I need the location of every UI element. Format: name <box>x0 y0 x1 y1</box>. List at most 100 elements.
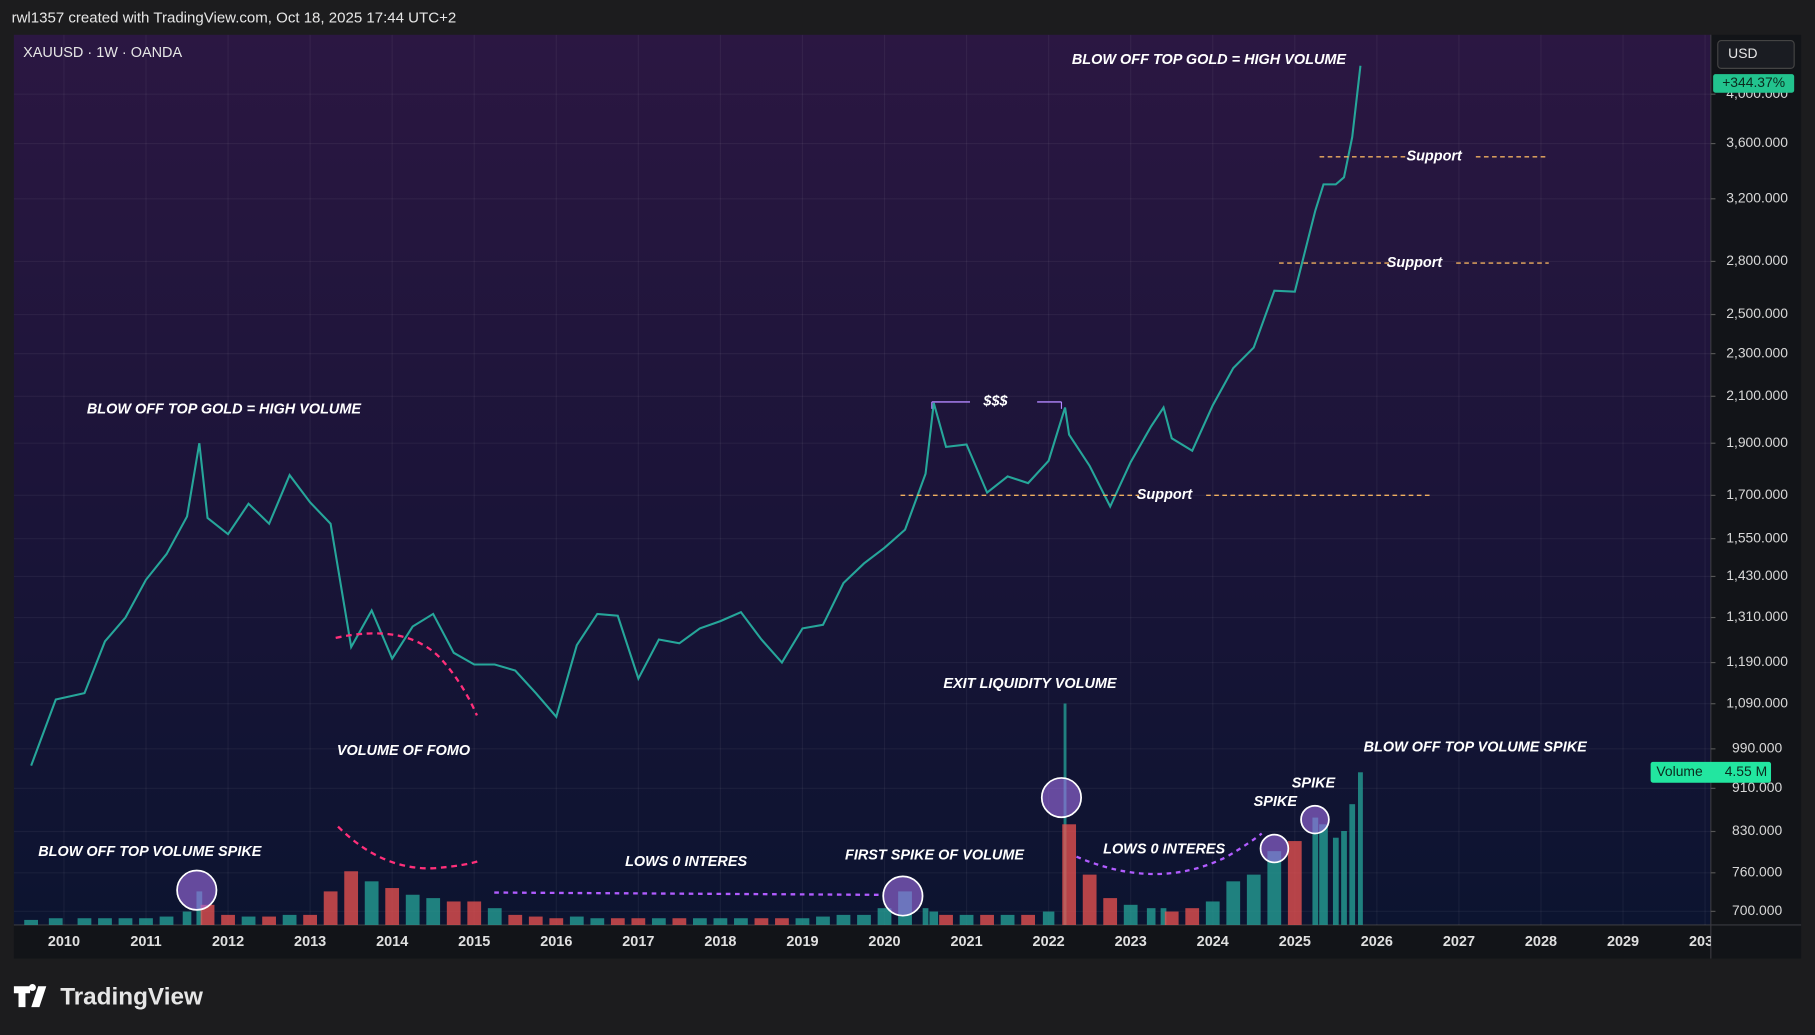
volume-bar <box>77 918 92 925</box>
volume-bar <box>775 918 789 925</box>
volume-bar <box>467 901 482 925</box>
annotation: VOLUME OF FOMO <box>337 743 470 759</box>
y-tick-label: 700.000 <box>1732 902 1782 918</box>
volume-bar <box>1185 908 1200 925</box>
level-label: $$$ <box>982 394 1008 410</box>
volume-bar <box>1082 874 1097 925</box>
x-tick-label: 2024 <box>1197 934 1229 950</box>
volume-bar <box>1021 914 1035 925</box>
plot-area <box>13 34 1711 925</box>
volume-bar <box>816 916 830 925</box>
volume-bar <box>405 894 420 925</box>
change-label: +344.37% <box>1722 74 1785 90</box>
x-tick-label: 2025 <box>1279 934 1311 950</box>
curve <box>337 825 479 870</box>
currency-label[interactable]: USD <box>1728 45 1757 61</box>
volume-bar <box>692 918 707 925</box>
volume-bar <box>1341 831 1347 925</box>
volume-bar <box>364 881 379 925</box>
y-tick-label: 760.000 <box>1732 863 1782 879</box>
volume-bar <box>549 918 564 925</box>
volume-bar <box>672 918 687 925</box>
highlight-circle <box>1040 777 1082 819</box>
x-tick-label: 2012 <box>212 934 244 950</box>
volume-last-label: 4.55 M <box>1725 763 1767 779</box>
y-tick-label: 990.000 <box>1732 740 1782 756</box>
curve <box>335 632 478 716</box>
volume-bar <box>1146 908 1156 925</box>
volume-bar <box>569 916 584 925</box>
x-tick-label: 2026 <box>1361 934 1393 950</box>
annotation: BLOW OFF TOP GOLD = HIGH VOLUME <box>87 402 362 418</box>
volume-bar <box>508 914 523 925</box>
curve <box>1076 832 1263 876</box>
highlight-circle <box>882 875 924 917</box>
volume-bar <box>929 911 939 925</box>
volume-bar <box>631 918 646 925</box>
y-tick-label: 1,550.000 <box>1726 529 1788 545</box>
y-tick-label: 2,500.000 <box>1726 305 1788 321</box>
level-label: Support <box>1387 255 1444 271</box>
time-axis <box>13 924 1711 959</box>
volume-bar <box>446 901 461 925</box>
x-ticks: 2010 2011 2012 2013 2014 2015 2016 2017 2018 2019… <box>48 934 1711 950</box>
volume-bar <box>922 908 929 925</box>
x-tick-label: 2011 <box>130 934 161 950</box>
volume-bar <box>303 914 318 925</box>
annotation: LOWS 0 INTERES <box>625 854 747 870</box>
x-tick-label: 2023 <box>1115 934 1147 950</box>
annotation: EXIT LIQUIDITY VOLUME <box>943 676 1117 692</box>
volume-bar <box>1267 851 1282 925</box>
y-tick-label: 1,090.000 <box>1726 694 1788 710</box>
x-tick-label: 2018 <box>704 934 736 950</box>
volume-bar <box>1000 914 1015 925</box>
y-tick-label: 1,430.000 <box>1726 567 1788 583</box>
volume-bar <box>241 916 256 925</box>
volume-bar <box>1205 901 1220 925</box>
highlight-circle <box>1300 804 1330 835</box>
volume-bar <box>980 914 994 925</box>
brand-logo <box>13 983 47 1008</box>
credit: rwl1357 created with TradingView.com, Oc… <box>12 10 457 27</box>
volume-bar <box>344 871 359 925</box>
y-tick-label: 1,700.000 <box>1726 486 1788 502</box>
annotation: LOWS 0 INTERES <box>1103 842 1225 858</box>
x-tick-label: 2013 <box>294 934 326 950</box>
volume-bar <box>1332 837 1339 925</box>
annotation: BLOW OFF TOP VOLUME SPIKE <box>1364 740 1588 756</box>
x-tick-label: 2016 <box>540 934 572 950</box>
volume-bar <box>959 914 974 925</box>
y-tick-label: 830.000 <box>1732 822 1782 838</box>
annotation: BLOW OFF TOP VOLUME SPIKE <box>38 844 262 860</box>
volume-bar <box>487 908 502 925</box>
annotation: SPIKE <box>1292 776 1336 792</box>
volume-bar <box>713 918 728 925</box>
x-tick-label: 2021 <box>950 934 982 950</box>
volume-bar <box>24 919 39 925</box>
volume-bar <box>1062 824 1077 925</box>
x-tick-label: 2020 <box>868 934 900 950</box>
volume-bar <box>182 911 192 925</box>
volume-bar <box>754 918 769 925</box>
currency-button[interactable] <box>1717 40 1795 69</box>
volume-bar <box>651 918 666 925</box>
volume-bar <box>939 914 953 925</box>
y-tick-label: 1,900.000 <box>1726 434 1788 450</box>
volume-bar <box>877 908 892 925</box>
brand: TradingView <box>13 983 203 1010</box>
annotation: SPIKE <box>1254 794 1298 810</box>
volume-bar <box>610 918 625 925</box>
volume-bar <box>200 904 215 925</box>
volume-bar <box>857 914 871 925</box>
highlight-circle <box>176 869 218 911</box>
y-tick-label: 1,310.000 <box>1726 608 1788 624</box>
y-tick-label: 3,200.000 <box>1726 189 1788 205</box>
x-tick-label: 2010 <box>48 934 80 950</box>
volume-bar <box>1042 911 1055 925</box>
y-tick-label: 1,190.000 <box>1726 653 1788 669</box>
volume-bar <box>836 914 851 925</box>
x-tick-label: 2017 <box>622 934 654 950</box>
volume-bar <box>262 916 276 925</box>
y-tick-label: 2,300.000 <box>1726 344 1788 360</box>
